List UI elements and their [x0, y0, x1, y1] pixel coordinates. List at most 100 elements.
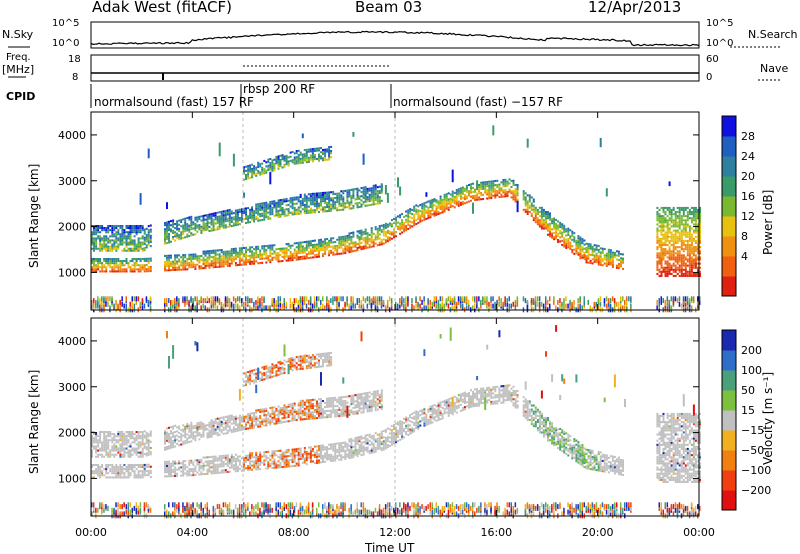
velocity-cell: [111, 439, 114, 442]
power-cell: [241, 220, 243, 223]
velocity-cell: [129, 466, 132, 469]
power-cell: [697, 241, 699, 244]
power-cell: [121, 262, 124, 265]
power-cell: [680, 237, 683, 240]
power-cell: [538, 206, 541, 209]
power-cell: [186, 225, 189, 228]
scatter-cell: [362, 153, 365, 165]
power-cell: [524, 204, 527, 207]
power-cell: [697, 244, 699, 247]
power-cell: [338, 236, 341, 239]
power-cell: [393, 228, 395, 231]
velocity-cell: [123, 441, 126, 444]
power-cell: [249, 221, 252, 224]
power-cell: [417, 221, 420, 224]
clutter-cell: [206, 296, 208, 302]
velocity-cell: [111, 466, 114, 469]
velocity-cell: [170, 466, 172, 469]
velocity-cell: [137, 447, 140, 450]
power-cell: [184, 254, 187, 257]
clutter-cell: [433, 301, 435, 307]
power-cell: [607, 255, 610, 258]
power-cell: [190, 234, 193, 237]
power-cell: [666, 208, 669, 211]
power-cell: [214, 259, 217, 262]
power-cell: [680, 244, 683, 247]
power-cell: [115, 270, 118, 273]
noise-left-label: N.Sky: [2, 28, 34, 41]
power-cell: [468, 194, 470, 197]
power-cell: [277, 159, 280, 162]
power-cell: [374, 190, 377, 193]
power-cell: [230, 250, 233, 253]
velocity-cell: [125, 435, 128, 438]
power-cell: [188, 255, 191, 258]
power-cell: [354, 241, 357, 244]
power-cell: [328, 195, 331, 198]
power-cell: [322, 210, 324, 213]
power-cell: [115, 249, 118, 252]
velocity-cell: [149, 451, 152, 454]
power-cell: [510, 192, 513, 195]
power-cell: [289, 155, 292, 158]
power-cell: [553, 231, 556, 234]
power-cell: [532, 206, 535, 209]
power-cell: [542, 213, 545, 216]
power-cell: [399, 226, 402, 229]
power-cell: [352, 243, 355, 246]
velocity-cell: [103, 439, 106, 442]
power-cell: [674, 274, 677, 277]
power-cell: [129, 235, 132, 238]
power-cell: [524, 202, 527, 205]
power-cell: [694, 266, 697, 269]
power-cell: [433, 212, 436, 215]
clutter-cell: [174, 301, 176, 307]
velocity-cell: [105, 472, 108, 475]
power-cell: [91, 270, 93, 273]
power-cell: [125, 239, 128, 242]
power-cell: [415, 210, 418, 213]
power-cell: [129, 249, 132, 252]
power-cell: [198, 255, 201, 258]
power-cell: [245, 261, 247, 264]
power-cell: [386, 238, 389, 241]
power-cell: [480, 198, 483, 201]
clutter-cell: [494, 301, 496, 307]
clutter-cell: [279, 296, 281, 302]
clutter-cell: [417, 301, 419, 307]
power-cell: [287, 245, 290, 248]
power-cell: [694, 272, 697, 275]
power-cell: [111, 258, 114, 261]
power-cell: [672, 241, 675, 244]
power-cell: [666, 264, 669, 267]
velocity-cell: [125, 447, 128, 450]
power-cell: [218, 265, 221, 268]
power-cell: [182, 260, 185, 263]
velocity-cell: [105, 451, 108, 454]
power-cell: [344, 243, 347, 246]
velocity-cell: [121, 447, 124, 450]
power-cell: [672, 252, 675, 255]
power-cell: [423, 206, 426, 209]
clutter-cell: [93, 502, 95, 508]
velocity-cell: [105, 435, 108, 438]
power-cell: [494, 188, 497, 191]
power-cell: [220, 225, 223, 228]
power-cell: [617, 263, 620, 266]
power-cell: [111, 260, 114, 263]
power-cell: [670, 211, 673, 214]
power-cell: [307, 257, 310, 260]
power-cell: [214, 218, 217, 221]
clutter-cell: [103, 296, 105, 302]
power-cell: [111, 229, 114, 232]
power-cell: [216, 217, 219, 220]
power-cell: [226, 256, 229, 259]
velocity-cell: [115, 447, 118, 450]
power-cell: [299, 210, 302, 213]
power-cell: [143, 240, 146, 243]
power-cell: [678, 264, 681, 267]
clutter-cell: [630, 303, 632, 309]
power-cell: [688, 250, 691, 253]
power-cell: [93, 239, 95, 242]
power-cell: [390, 233, 393, 236]
